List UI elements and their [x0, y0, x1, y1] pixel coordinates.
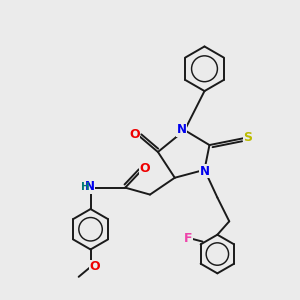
Text: F: F: [184, 232, 192, 244]
Text: O: O: [129, 128, 140, 141]
Text: N: N: [177, 123, 187, 136]
Text: N: N: [200, 165, 209, 178]
Text: O: O: [140, 162, 150, 175]
Text: H: H: [81, 182, 90, 192]
Text: S: S: [243, 131, 252, 144]
Text: O: O: [89, 260, 100, 273]
Text: N: N: [85, 180, 95, 193]
